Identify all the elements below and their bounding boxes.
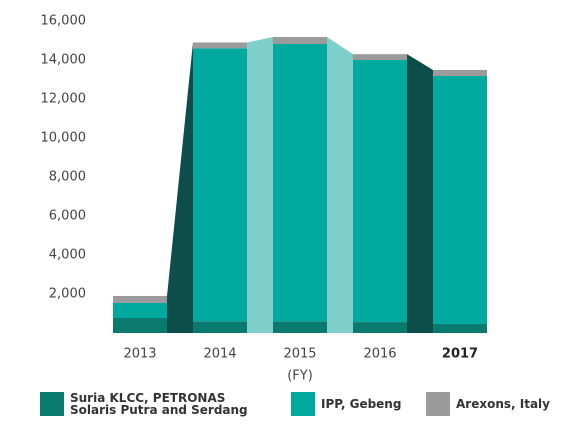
y-tick-label: 10,000 xyxy=(41,131,87,146)
connector xyxy=(407,54,433,334)
legend-label: Suria KLCC, PETRONAS Solaris Putra and S… xyxy=(70,391,248,417)
legend-swatch xyxy=(40,392,64,416)
x-tick-label: 2015 xyxy=(283,347,316,362)
bar-segment xyxy=(113,295,167,303)
bar-segment xyxy=(193,321,247,333)
chart: (FY) 2,000 4,000 6,000 8,000 10,000 12,000 14,… xyxy=(41,14,487,384)
connector xyxy=(167,42,193,333)
bar-segment xyxy=(273,321,327,333)
y-tick-label: 4,000 xyxy=(49,248,86,263)
x-tick-label: 2014 xyxy=(203,347,236,362)
bar-segment xyxy=(193,42,247,49)
connector xyxy=(327,36,353,334)
y-tick-label: 12,000 xyxy=(41,92,87,107)
bar-segment xyxy=(193,48,247,322)
bar-segment xyxy=(113,302,167,318)
legend-swatch xyxy=(291,392,315,416)
y-tick-label: 8,000 xyxy=(49,170,86,185)
legend-item: IPP, Gebeng xyxy=(291,392,401,416)
legend-label: Arexons, Italy xyxy=(456,397,550,411)
bar-segment xyxy=(273,44,327,322)
legend-swatch xyxy=(426,392,450,416)
x-tick-label: 2017 xyxy=(442,347,478,362)
bar-segment xyxy=(353,322,407,333)
y-tick-label: 2,000 xyxy=(49,287,86,302)
legend-item: Arexons, Italy xyxy=(426,392,550,416)
bar-segment xyxy=(433,69,487,76)
x-axis-label: (FY) xyxy=(287,369,313,384)
x-tick-label: 2013 xyxy=(123,347,156,362)
y-tick-label: 16,000 xyxy=(41,14,87,29)
legend-item: Suria KLCC, PETRONAS Solaris Putra and S… xyxy=(40,392,250,416)
bar-segment xyxy=(433,75,487,325)
connector xyxy=(247,36,273,334)
bar-segment xyxy=(113,317,167,333)
y-tick-label: 14,000 xyxy=(41,53,87,68)
bar-segment xyxy=(433,324,487,333)
legend-label: IPP, Gebeng xyxy=(321,397,402,411)
bar-segment xyxy=(353,60,407,323)
x-tick-label: 2016 xyxy=(363,347,396,362)
bar-segment xyxy=(353,54,407,60)
bar-segment xyxy=(273,36,327,45)
y-tick-label: 6,000 xyxy=(49,209,86,224)
